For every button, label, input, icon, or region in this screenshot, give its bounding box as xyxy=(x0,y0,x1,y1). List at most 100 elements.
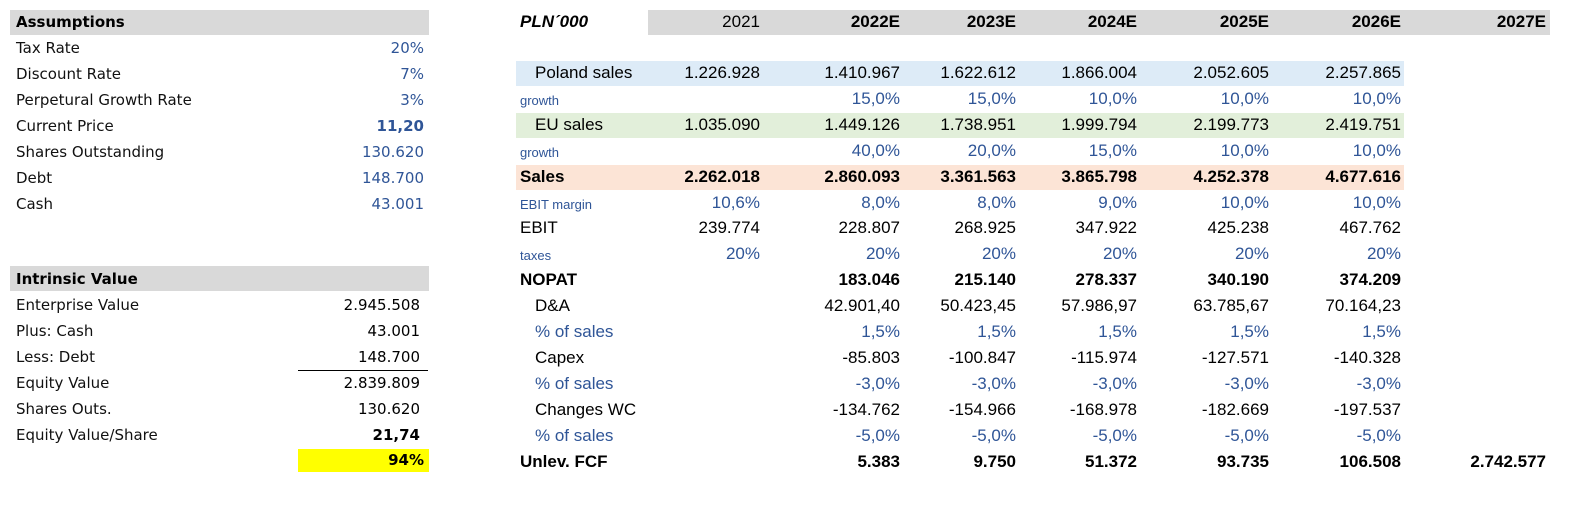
row-value: 228.807 xyxy=(838,218,900,238)
row-value: 10,0% xyxy=(1220,140,1269,160)
row-label: % of sales xyxy=(535,322,614,341)
row-value: 4.252.378 xyxy=(1193,166,1269,186)
row-value: -168.978 xyxy=(1069,399,1137,419)
row-value: 2.257.865 xyxy=(1325,63,1401,82)
row-value: -197.537 xyxy=(1333,399,1401,419)
row-value: 1.410.967 xyxy=(824,63,900,82)
row-value: 425.238 xyxy=(1207,218,1269,238)
row-value: 10,0% xyxy=(1220,192,1269,212)
assumption-value: 130.620 xyxy=(361,143,424,161)
row-value: 183.046 xyxy=(838,270,900,290)
intrinsic-label: Less: Debt xyxy=(16,348,95,366)
assumption-label: Perpetural Growth Rate xyxy=(16,91,192,109)
row-value: 3.865.798 xyxy=(1061,166,1137,186)
intrinsic-value: 130.620 xyxy=(357,400,420,418)
row-highlight xyxy=(516,61,1404,86)
row-label: D&A xyxy=(535,296,570,316)
year-header: 2027E xyxy=(1496,12,1546,31)
row-value: 2.262.018 xyxy=(684,166,760,186)
intrinsic-label: Plus: Cash xyxy=(16,322,94,340)
row-label: EBIT xyxy=(520,218,558,238)
row-value: 1,5% xyxy=(977,322,1016,341)
upside-highlight xyxy=(298,449,429,472)
row-value: 15,0% xyxy=(851,88,900,108)
row-value: 2.860.093 xyxy=(824,166,900,186)
row-value: 1.226.928 xyxy=(684,63,760,82)
assumption-value: 43.001 xyxy=(371,195,425,213)
row-value: 467.762 xyxy=(1339,218,1401,238)
assumption-value: 148.700 xyxy=(361,169,424,187)
row-label: Changes WC xyxy=(535,399,637,419)
row-value: 20% xyxy=(981,244,1016,264)
unit-label: PLN´000 xyxy=(520,12,589,31)
row-value: -127.571 xyxy=(1201,347,1269,367)
row-value: 42.901,40 xyxy=(824,296,900,316)
intrinsic-label: Equity Value/Share xyxy=(16,426,158,444)
row-value: 239.774 xyxy=(698,218,760,238)
row-value: 50.423,45 xyxy=(940,296,1016,316)
assumption-label: Debt xyxy=(16,169,53,187)
row-value: 20% xyxy=(1366,244,1401,264)
row-value: -5,0% xyxy=(1356,425,1401,445)
row-value: 1.622.612 xyxy=(940,63,1016,82)
row-value: 10,0% xyxy=(1352,192,1401,212)
row-value: 70.164,23 xyxy=(1325,296,1401,316)
row-value: 15,0% xyxy=(967,88,1016,108)
intrinsic-title: Intrinsic Value xyxy=(16,270,138,288)
row-value: -100.847 xyxy=(948,347,1016,367)
intrinsic-value: 43.001 xyxy=(367,322,421,340)
intrinsic-value: 21,74 xyxy=(372,426,420,444)
row-value: 2.419.751 xyxy=(1325,114,1401,134)
row-label: Poland sales xyxy=(535,63,633,82)
row-value: 106.508 xyxy=(1339,451,1401,471)
row-value: 10,0% xyxy=(1220,88,1269,108)
row-label: % of sales xyxy=(535,425,614,445)
assumptions-header xyxy=(10,10,429,35)
row-value: -3,0% xyxy=(1356,373,1401,393)
row-value: 3.361.563 xyxy=(940,166,1016,186)
row-value: 10,0% xyxy=(1352,140,1401,160)
row-value: 1.866.004 xyxy=(1061,63,1137,82)
row-value: 15,0% xyxy=(1088,140,1137,160)
row-label: EU sales xyxy=(535,114,604,134)
row-value: 1,5% xyxy=(1362,322,1401,341)
row-value: 4.677.616 xyxy=(1325,166,1401,186)
row-value: -3,0% xyxy=(1092,373,1137,393)
subtotal-underline xyxy=(298,370,428,371)
row-value: 20% xyxy=(1102,244,1137,264)
row-value: 63.785,67 xyxy=(1193,296,1269,316)
row-highlight xyxy=(516,164,1404,190)
assumption-value: 11,20 xyxy=(376,117,424,135)
row-value: -115.974 xyxy=(1071,347,1137,367)
row-value: 8,0% xyxy=(977,192,1016,212)
year-header: 2021 xyxy=(722,12,760,31)
row-value: -5,0% xyxy=(971,425,1016,445)
upside-value: 94% xyxy=(388,451,424,469)
row-value: 2.052.605 xyxy=(1193,63,1269,82)
row-value: 1,5% xyxy=(1230,322,1269,341)
row-value: 1.035.090 xyxy=(684,114,760,134)
row-value: 2.742.577 xyxy=(1470,451,1546,471)
row-value: 9.750 xyxy=(973,451,1016,471)
intrinsic-header xyxy=(10,266,429,291)
row-value: 10,6% xyxy=(711,192,760,212)
row-value: 1,5% xyxy=(861,322,900,341)
assumption-value: 20% xyxy=(390,39,424,57)
assumption-label: Tax Rate xyxy=(16,39,80,57)
row-label: Capex xyxy=(535,347,585,367)
row-value: 10,0% xyxy=(1352,88,1401,108)
row-value: 8,0% xyxy=(861,192,900,212)
row-value: 20% xyxy=(1234,244,1269,264)
row-label: taxes xyxy=(520,248,552,264)
intrinsic-label: Shares Outs. xyxy=(16,400,112,418)
intrinsic-label: Equity Value xyxy=(16,374,110,392)
year-header: 2022E xyxy=(850,12,900,31)
row-value: 1.738.951 xyxy=(940,114,1016,134)
row-highlight xyxy=(516,112,1404,138)
row-label: growth xyxy=(520,144,560,160)
year-header: 2024E xyxy=(1087,12,1137,31)
row-value: 9,0% xyxy=(1098,192,1137,212)
intrinsic-value: 2.839.809 xyxy=(343,374,420,392)
row-value: 57.986,97 xyxy=(1061,296,1137,316)
row-value: -134.762 xyxy=(832,399,900,419)
